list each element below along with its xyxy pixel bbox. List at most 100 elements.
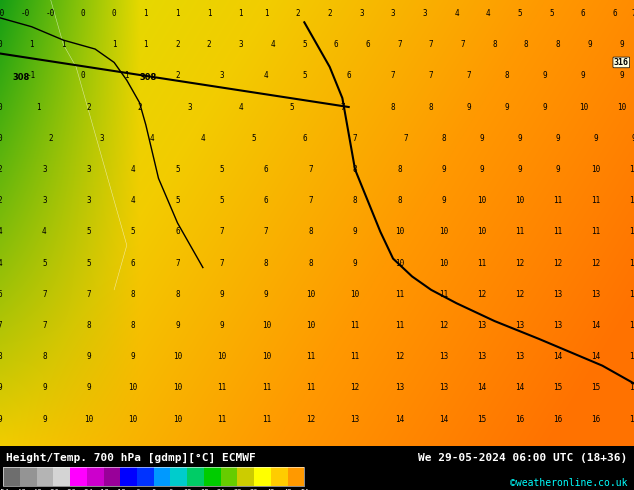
Text: 13: 13 bbox=[439, 384, 448, 392]
Text: 11: 11 bbox=[217, 415, 226, 424]
Text: 9: 9 bbox=[543, 72, 548, 80]
Text: 1: 1 bbox=[61, 40, 66, 49]
Text: 8: 8 bbox=[264, 259, 269, 268]
Text: 13: 13 bbox=[439, 352, 448, 361]
Text: 3: 3 bbox=[391, 9, 396, 18]
Text: -24: -24 bbox=[81, 489, 93, 490]
Text: -0: -0 bbox=[21, 9, 30, 18]
Text: 11: 11 bbox=[262, 384, 271, 392]
Text: 2: 2 bbox=[48, 134, 53, 143]
Text: ©weatheronline.co.uk: ©weatheronline.co.uk bbox=[510, 478, 628, 488]
Text: 16: 16 bbox=[630, 415, 634, 424]
Text: 11: 11 bbox=[395, 290, 404, 299]
Text: 12: 12 bbox=[477, 290, 486, 299]
Text: 10: 10 bbox=[630, 165, 634, 174]
Text: 11: 11 bbox=[306, 384, 315, 392]
Text: 10: 10 bbox=[306, 290, 315, 299]
Text: -48: -48 bbox=[13, 489, 26, 490]
Text: 2: 2 bbox=[175, 72, 180, 80]
Text: 9: 9 bbox=[219, 290, 224, 299]
Text: 8: 8 bbox=[353, 165, 358, 174]
Text: 12: 12 bbox=[306, 415, 315, 424]
Text: 12: 12 bbox=[395, 352, 404, 361]
Text: 8: 8 bbox=[397, 196, 402, 205]
Text: 11: 11 bbox=[553, 227, 562, 236]
Text: 6: 6 bbox=[302, 134, 307, 143]
Text: -18: -18 bbox=[97, 489, 110, 490]
Text: 3: 3 bbox=[238, 40, 243, 49]
Text: 48: 48 bbox=[283, 489, 292, 490]
Text: 9: 9 bbox=[479, 165, 484, 174]
Text: 6: 6 bbox=[131, 259, 136, 268]
Text: -30: -30 bbox=[64, 489, 77, 490]
Text: 6: 6 bbox=[365, 40, 370, 49]
Text: 12: 12 bbox=[351, 384, 359, 392]
Text: 11: 11 bbox=[262, 415, 271, 424]
Text: 7: 7 bbox=[397, 40, 402, 49]
Text: 5: 5 bbox=[289, 102, 294, 112]
Text: 10: 10 bbox=[395, 227, 404, 236]
Text: 3: 3 bbox=[86, 165, 91, 174]
Text: 7: 7 bbox=[467, 72, 472, 80]
Bar bbox=[254, 467, 271, 487]
Text: 8: 8 bbox=[441, 134, 446, 143]
Text: 12: 12 bbox=[439, 321, 448, 330]
Text: 4: 4 bbox=[0, 259, 3, 268]
Text: 1: 1 bbox=[143, 40, 148, 49]
Text: 6: 6 bbox=[169, 489, 172, 490]
Text: 14: 14 bbox=[592, 352, 600, 361]
Text: 2: 2 bbox=[175, 40, 180, 49]
Text: 7: 7 bbox=[353, 134, 358, 143]
Text: -0: -0 bbox=[0, 9, 4, 18]
Text: 9: 9 bbox=[42, 415, 47, 424]
Text: 4: 4 bbox=[270, 40, 275, 49]
Text: 9: 9 bbox=[619, 40, 624, 49]
Text: 9: 9 bbox=[175, 321, 180, 330]
Text: 4: 4 bbox=[486, 9, 491, 18]
Bar bbox=[204, 467, 221, 487]
Text: 10: 10 bbox=[617, 102, 626, 112]
Text: 2: 2 bbox=[295, 9, 301, 18]
Text: 8: 8 bbox=[429, 102, 434, 112]
Text: 3: 3 bbox=[86, 196, 91, 205]
Text: 24: 24 bbox=[216, 489, 225, 490]
Text: 5: 5 bbox=[219, 196, 224, 205]
Text: 9: 9 bbox=[0, 384, 3, 392]
Text: 9: 9 bbox=[0, 415, 3, 424]
Text: 7: 7 bbox=[308, 165, 313, 174]
Text: 308: 308 bbox=[139, 74, 157, 82]
Text: 9: 9 bbox=[86, 384, 91, 392]
Text: 5: 5 bbox=[175, 196, 180, 205]
Text: 14: 14 bbox=[395, 415, 404, 424]
Text: 11: 11 bbox=[592, 196, 600, 205]
Text: 7: 7 bbox=[42, 290, 47, 299]
Text: 13: 13 bbox=[395, 384, 404, 392]
Text: 6: 6 bbox=[175, 227, 180, 236]
Text: 16: 16 bbox=[592, 415, 600, 424]
Text: 11: 11 bbox=[351, 321, 359, 330]
Bar bbox=[120, 467, 137, 487]
Text: 4: 4 bbox=[264, 72, 269, 80]
Text: -1: -1 bbox=[27, 72, 36, 80]
Text: 316: 316 bbox=[614, 58, 629, 67]
Text: 36: 36 bbox=[250, 489, 259, 490]
Text: 12: 12 bbox=[183, 489, 191, 490]
Text: 9: 9 bbox=[517, 165, 522, 174]
Text: 12: 12 bbox=[630, 259, 634, 268]
Text: 9: 9 bbox=[479, 134, 484, 143]
Text: 5: 5 bbox=[302, 72, 307, 80]
Text: 9: 9 bbox=[42, 384, 47, 392]
Text: 1: 1 bbox=[29, 40, 34, 49]
Text: 3: 3 bbox=[188, 102, 193, 112]
Bar bbox=[237, 467, 254, 487]
Text: 12: 12 bbox=[553, 259, 562, 268]
Text: 2: 2 bbox=[207, 40, 212, 49]
Text: 6: 6 bbox=[333, 40, 339, 49]
Text: 0: 0 bbox=[80, 9, 85, 18]
Text: 10: 10 bbox=[477, 196, 486, 205]
Text: 14: 14 bbox=[477, 384, 486, 392]
Text: 11: 11 bbox=[553, 196, 562, 205]
Text: 7: 7 bbox=[219, 259, 224, 268]
Bar bbox=[70, 467, 87, 487]
Text: 7: 7 bbox=[42, 321, 47, 330]
